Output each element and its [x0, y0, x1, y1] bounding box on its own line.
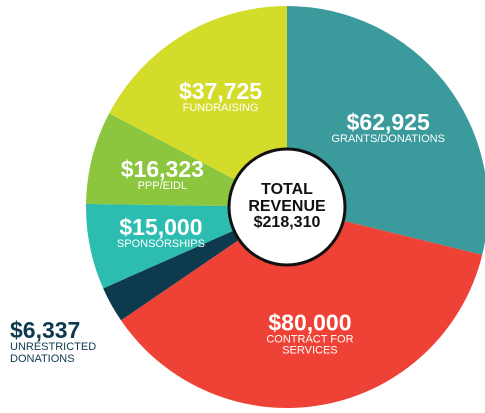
slice-label: $80,000 CONTRACT FOR SERVICES — [255, 310, 365, 357]
value-label: $62,925 — [346, 108, 430, 135]
center-circle — [227, 147, 347, 267]
slice-label: $37,725 FUNDRAISING — [161, 79, 281, 115]
slice-label: $16,323 PPP/EIDL — [102, 157, 222, 193]
value-label: $16,323 — [120, 156, 204, 183]
category-label: FUNDRAISING — [182, 102, 259, 115]
total-label: $218,310 — [253, 214, 321, 232]
slice-label: $15,000 SPONSORSHIPS — [96, 215, 226, 251]
value-label: $37,725 — [178, 78, 263, 104]
category-label: UNRESTRICTED DONATIONS — [10, 341, 97, 365]
category-label: PPP/EIDL — [137, 180, 188, 193]
category-label: CONTRACT FOR SERVICES — [266, 333, 354, 357]
center-label: TOTAL REVENUE $218,310 — [229, 149, 345, 265]
value-label: $15,000 — [119, 213, 203, 240]
slice-label: $62,925 GRANTS/DONATIONS — [313, 110, 463, 146]
chart-title: TOTAL REVENUE — [248, 180, 326, 215]
value-label: $80,000 — [268, 308, 352, 335]
pie-slice — [109, 6, 287, 207]
category-label: GRANTS/DONATIONS — [331, 132, 445, 145]
slice-label: $6,337 UNRESTRICTED DONATIONS — [10, 318, 110, 365]
value-label: $6,337 — [10, 317, 81, 343]
pie-slice — [120, 207, 483, 408]
category-label: SPONSORSHIPS — [116, 237, 205, 250]
